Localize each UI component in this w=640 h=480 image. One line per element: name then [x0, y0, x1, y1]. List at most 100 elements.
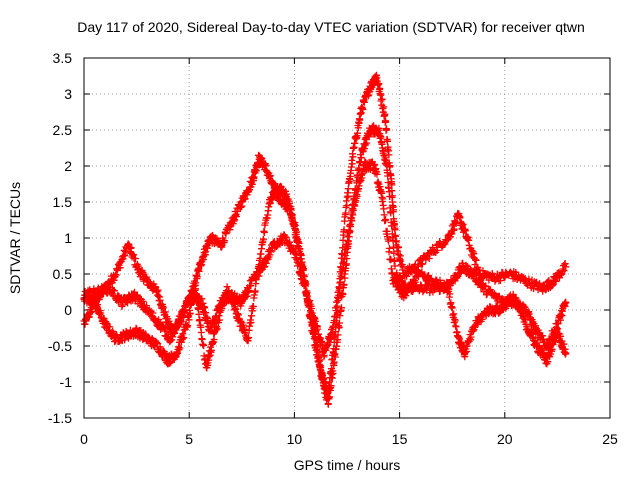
data-point-track-c	[344, 238, 352, 246]
data-point-track-b	[390, 249, 398, 257]
data-point-track-c	[452, 323, 460, 331]
data-point-track-a	[343, 202, 351, 209]
data-point-track-c	[353, 192, 361, 200]
data-point-track-b	[331, 353, 339, 361]
data-point-track-c	[402, 292, 410, 300]
data-point-track-a	[525, 275, 533, 283]
y-tick-label: 0.5	[53, 266, 73, 282]
data-point-track-c	[544, 358, 552, 366]
data-point-track-a	[221, 237, 229, 245]
data-point-track-b	[388, 222, 396, 230]
data-point-track-b	[316, 365, 324, 373]
data-point-track-b	[470, 267, 478, 275]
data-point-track-a	[112, 271, 120, 279]
data-point-track-b	[177, 338, 185, 346]
data-point-track-c	[379, 195, 387, 203]
data-point-track-a	[533, 278, 541, 286]
data-point-track-b	[106, 323, 114, 331]
data-point-track-a	[383, 126, 391, 134]
y-tick-label: 1.5	[53, 194, 73, 210]
y-axis-ticks: -1.5 -1 -0.5 0 0.5 1 1.5 2 2.5 3 3.5	[48, 50, 610, 426]
x-tick-label: 20	[497, 431, 513, 447]
data-point-track-c	[411, 278, 419, 286]
data-point-track-b	[283, 190, 291, 198]
data-point-track-b	[200, 342, 208, 350]
x-tick-label: 25	[602, 431, 618, 447]
data-point-track-b	[330, 358, 338, 366]
data-point-track-c	[443, 280, 451, 288]
data-point-track-b	[184, 322, 191, 330]
data-point-track-b	[327, 382, 335, 390]
data-point-track-b	[363, 139, 371, 147]
data-point-track-a	[204, 244, 212, 252]
data-point-track-c	[255, 272, 263, 280]
y-tick-label: 2	[64, 158, 72, 174]
data-point-track-c	[243, 292, 251, 300]
data-point-track-b	[260, 229, 268, 236]
data-point-track-b	[297, 252, 305, 259]
data-point-track-b	[375, 124, 383, 132]
data-point-track-a	[226, 226, 234, 234]
x-axis-label: GPS time / hours	[294, 457, 401, 473]
data-point-track-c	[327, 335, 335, 343]
data-point-track-b	[249, 303, 257, 310]
data-point-track-c	[301, 281, 309, 289]
data-point-track-c	[139, 297, 147, 305]
data-point-track-b	[266, 199, 274, 207]
data-point-track-b	[329, 370, 337, 377]
data-point-track-b	[247, 319, 255, 326]
data-point-track-c	[380, 205, 388, 213]
data-point-track-a	[356, 116, 364, 124]
data-point-track-c	[199, 299, 207, 307]
data-point-track-a	[422, 256, 430, 264]
data-point-track-b	[197, 329, 205, 336]
data-point-track-c	[171, 329, 179, 337]
data-point-track-b	[195, 310, 203, 318]
data-point-track-b	[326, 393, 334, 401]
x-tick-label: 15	[392, 431, 408, 447]
data-point-track-b	[210, 336, 218, 343]
data-point-track-b	[562, 299, 570, 307]
data-marks	[80, 71, 570, 408]
data-point-track-a	[195, 267, 203, 275]
data-point-track-a	[349, 153, 357, 161]
data-point-track-b	[471, 268, 479, 276]
data-point-track-c	[184, 301, 191, 308]
data-point-track-b	[357, 154, 365, 162]
data-point-track-c	[267, 248, 275, 256]
data-point-track-c	[388, 270, 396, 278]
y-tick-label: 2.5	[53, 122, 73, 138]
data-point-track-b	[333, 342, 340, 350]
data-point-track-b	[161, 349, 169, 357]
data-point-track-c	[450, 310, 458, 318]
data-point-track-a	[461, 227, 469, 235]
data-point-track-c	[382, 216, 390, 223]
data-point-track-c	[405, 286, 412, 294]
data-point-track-c	[514, 298, 522, 306]
data-point-track-c	[385, 237, 392, 245]
data-point-track-b	[300, 265, 308, 273]
data-point-track-c	[404, 287, 412, 295]
data-point-track-b	[321, 386, 329, 394]
data-point-track-a	[521, 276, 528, 284]
data-point-track-c	[156, 318, 164, 326]
data-point-track-b	[319, 374, 327, 382]
data-point-track-b	[341, 274, 349, 282]
data-point-track-c	[203, 313, 211, 321]
data-point-track-b	[185, 316, 193, 324]
data-point-track-b	[245, 334, 253, 342]
data-point-track-b	[334, 331, 342, 339]
data-point-track-b	[338, 304, 345, 312]
data-point-track-b	[389, 236, 397, 244]
data-point-track-b	[482, 282, 490, 290]
y-tick-label: -1.5	[48, 410, 72, 426]
data-point-track-a	[456, 214, 464, 222]
data-point-track-a	[496, 277, 504, 284]
data-point-track-a	[500, 274, 508, 282]
data-point-track-a	[419, 260, 426, 268]
data-point-track-b	[328, 374, 336, 382]
data-point-track-c	[448, 304, 456, 312]
data-point-track-c	[201, 304, 208, 312]
gridlines	[84, 58, 610, 418]
data-point-track-a	[382, 118, 390, 126]
